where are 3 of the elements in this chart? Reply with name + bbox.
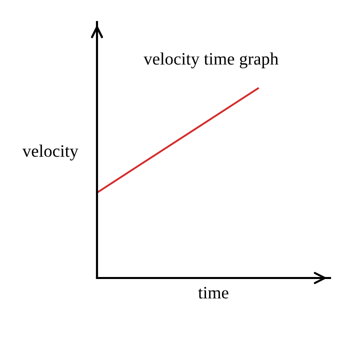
x-axis-title: time — [198, 286, 228, 299]
y-axis-title: velocity — [22, 144, 78, 160]
chart-title: velocity time graph — [144, 52, 278, 68]
